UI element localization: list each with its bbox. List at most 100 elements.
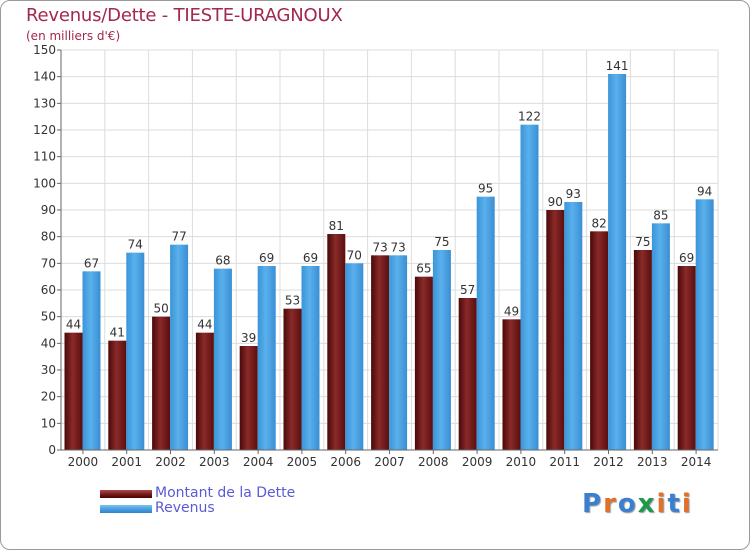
y-tick-label: 100 bbox=[33, 176, 56, 190]
data-label: 122 bbox=[518, 110, 541, 124]
data-label: 57 bbox=[460, 283, 475, 297]
legend-swatch-dette bbox=[100, 490, 152, 498]
bar-dette bbox=[590, 231, 609, 450]
bar-revenus bbox=[695, 199, 714, 450]
data-label: 93 bbox=[566, 187, 581, 201]
x-tick-label: 2011 bbox=[549, 455, 580, 469]
bar-revenus bbox=[520, 124, 539, 451]
data-label: 68 bbox=[215, 254, 230, 268]
bar-dette bbox=[327, 234, 346, 450]
x-tick-label: 2013 bbox=[637, 455, 668, 469]
y-tick-label: 50 bbox=[41, 310, 56, 324]
y-tick-label: 40 bbox=[41, 336, 56, 350]
x-tick-label: 2001 bbox=[111, 455, 142, 469]
bar-dette bbox=[458, 298, 477, 450]
y-tick-label: 90 bbox=[41, 203, 56, 217]
bar-revenus bbox=[608, 74, 627, 450]
data-label: 94 bbox=[697, 184, 712, 198]
data-label: 141 bbox=[606, 59, 629, 73]
y-tick-label: 80 bbox=[41, 230, 56, 244]
data-label: 75 bbox=[635, 235, 650, 249]
x-tick-label: 2010 bbox=[506, 455, 537, 469]
x-tick-label: 2002 bbox=[155, 455, 186, 469]
bar-dette bbox=[152, 316, 171, 450]
data-label: 69 bbox=[303, 251, 318, 265]
data-label: 73 bbox=[390, 240, 405, 254]
bar-revenus bbox=[345, 263, 364, 450]
bar-dette bbox=[414, 276, 433, 450]
data-label: 44 bbox=[197, 318, 212, 332]
bars bbox=[64, 74, 714, 451]
data-label: 81 bbox=[329, 219, 344, 233]
data-label: 75 bbox=[434, 235, 449, 249]
bar-revenus bbox=[564, 202, 583, 450]
logo-letter: r bbox=[603, 489, 618, 519]
logo-letter: i bbox=[656, 489, 668, 519]
bar-dette bbox=[677, 266, 696, 450]
y-tick-label: 140 bbox=[33, 70, 56, 84]
x-tick-label: 2000 bbox=[68, 455, 99, 469]
data-label: 77 bbox=[171, 230, 186, 244]
data-label: 69 bbox=[679, 251, 694, 265]
y-tick-label: 10 bbox=[41, 416, 56, 430]
y-tick-label: 30 bbox=[41, 363, 56, 377]
x-tick-label: 2003 bbox=[199, 455, 230, 469]
data-label: 95 bbox=[478, 182, 493, 196]
y-tick-label: 110 bbox=[33, 150, 56, 164]
y-tick-label: 20 bbox=[41, 390, 56, 404]
bar-revenus bbox=[432, 250, 451, 450]
bar-revenus bbox=[126, 252, 145, 450]
bar-dette bbox=[108, 340, 127, 450]
data-label: 65 bbox=[416, 262, 431, 276]
data-label: 90 bbox=[548, 195, 563, 209]
x-tick-label: 2012 bbox=[593, 455, 624, 469]
bar-revenus bbox=[389, 255, 408, 450]
x-tick-label: 2008 bbox=[418, 455, 449, 469]
logo-letter: i bbox=[681, 489, 693, 519]
bar-revenus bbox=[257, 266, 276, 450]
x-tick-label: 2006 bbox=[330, 455, 361, 469]
axes: 0 10 20 30 40 50 60 70 80 90 100 110 120 130 140 150 200… bbox=[33, 43, 718, 469]
legend-label-revenus: Revenus bbox=[155, 500, 215, 516]
chart-subtitle: (en milliers d'€) bbox=[26, 29, 121, 43]
data-label: 41 bbox=[110, 326, 125, 340]
logo-letter: o bbox=[617, 489, 638, 519]
legend-label-dette: Montant de la Dette bbox=[155, 485, 296, 501]
data-label: 74 bbox=[128, 238, 143, 252]
bar-revenus bbox=[476, 196, 495, 450]
bar-dette bbox=[64, 332, 83, 450]
data-label: 49 bbox=[504, 304, 519, 318]
bar-dette bbox=[633, 250, 652, 450]
data-label: 67 bbox=[84, 256, 99, 270]
data-label: 85 bbox=[653, 208, 668, 222]
bar-dette bbox=[371, 255, 390, 450]
y-tick-label: 130 bbox=[33, 96, 56, 110]
proxiti-logo: Proxiti bbox=[582, 489, 693, 519]
bar-dette bbox=[502, 319, 521, 450]
data-label: 44 bbox=[66, 318, 81, 332]
bar-revenus bbox=[213, 268, 232, 450]
data-label: 70 bbox=[347, 248, 362, 262]
data-label: 39 bbox=[241, 331, 256, 345]
chart-title: Revenus/Dette - TIESTE-URAGNOUX bbox=[26, 5, 343, 26]
logo-letter: t bbox=[667, 489, 682, 519]
data-label: 73 bbox=[372, 240, 387, 254]
y-tick-label: 60 bbox=[41, 283, 56, 297]
data-label: 53 bbox=[285, 294, 300, 308]
x-tick-label: 2004 bbox=[243, 455, 274, 469]
data-label: 69 bbox=[259, 251, 274, 265]
x-tick-label: 2007 bbox=[374, 455, 405, 469]
x-tick-label: 2009 bbox=[462, 455, 493, 469]
y-tick-label: 70 bbox=[41, 256, 56, 270]
bar-dette bbox=[283, 308, 302, 450]
x-tick-label: 2014 bbox=[681, 455, 712, 469]
bar-dette bbox=[195, 332, 214, 450]
data-label: 50 bbox=[153, 302, 168, 316]
bar-revenus bbox=[170, 244, 189, 450]
legend-swatch-revenus bbox=[100, 505, 152, 513]
y-tick-label: 0 bbox=[48, 443, 56, 457]
y-tick-label: 120 bbox=[33, 123, 56, 137]
x-tick-label: 2005 bbox=[287, 455, 318, 469]
bar-revenus bbox=[651, 223, 670, 450]
